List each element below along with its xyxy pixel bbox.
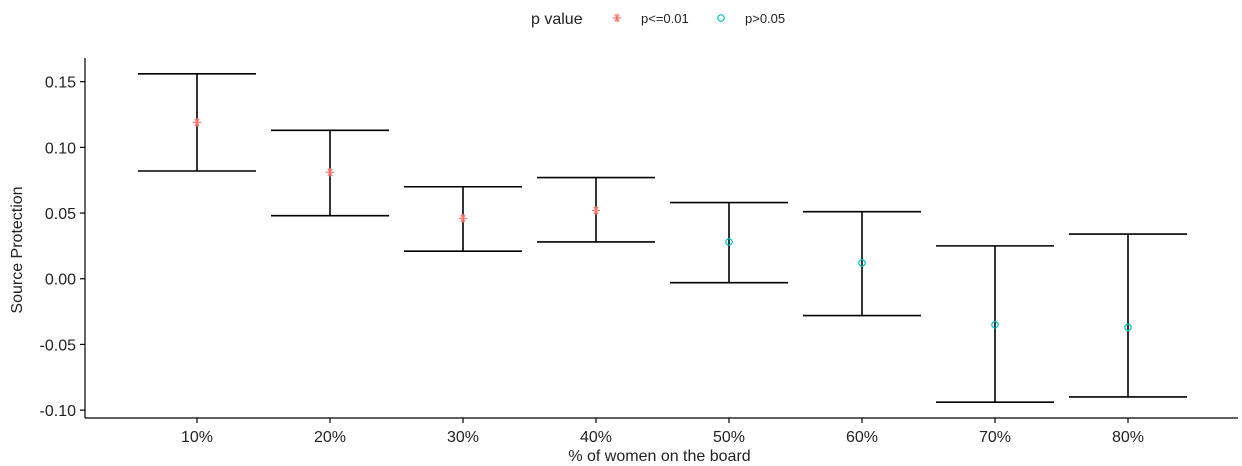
legend-label: p<=0.01 [641,11,689,26]
errorbar [936,245,1054,404]
x-tick-label: 60% [846,429,878,446]
y-tick-label: 0.10 [45,140,76,157]
x-tick-label: 30% [447,429,479,446]
x-axis-title: % of women on the board [568,448,750,465]
errorbar [803,210,921,317]
errorbar [670,201,788,284]
y-tick-label: -0.10 [40,403,77,420]
legend-symbol [612,13,622,23]
x-ticks: 10% 20% 30% 40% 50% 60% 70% 80% [181,418,1144,446]
x-tick-label: 80% [1112,429,1144,446]
data-point [725,238,733,246]
y-tick-label: 0.15 [45,75,76,92]
data-point [192,118,202,127]
legend-symbol [717,14,725,22]
data-point [458,214,468,223]
y-axis-title: Source Protection [9,186,26,313]
data-point [591,206,601,215]
data-point [858,259,866,267]
x-tick-label: 70% [979,429,1011,446]
x-tick-label: 10% [181,429,213,446]
data-point [1124,323,1132,332]
legend-title: p value [531,11,583,28]
y-tick-label: 0.05 [45,206,76,223]
errorbars [138,72,1187,404]
legend: p value p<=0.01 p>0.05 [531,11,785,28]
x-tick-label: 40% [580,429,612,446]
y-tick-label: 0.00 [45,272,76,289]
y-ticks: 0.15 0.10 0.05 0.00 -0.05 -0.10 [40,75,85,420]
x-tick-label: 50% [713,429,745,446]
errorbar [1069,233,1187,398]
data-point [325,168,335,177]
legend-item: p<=0.01 [612,11,689,26]
y-tick-label: -0.05 [40,337,77,354]
axes: 0.15 0.10 0.05 0.00 -0.05 -0.10 10% 20% 30% 40% 5… [9,58,1238,465]
legend-label: p>0.05 [745,11,785,26]
points [192,118,1132,332]
x-tick-label: 20% [314,429,346,446]
legend-item: p>0.05 [717,11,785,26]
data-point [991,320,999,329]
